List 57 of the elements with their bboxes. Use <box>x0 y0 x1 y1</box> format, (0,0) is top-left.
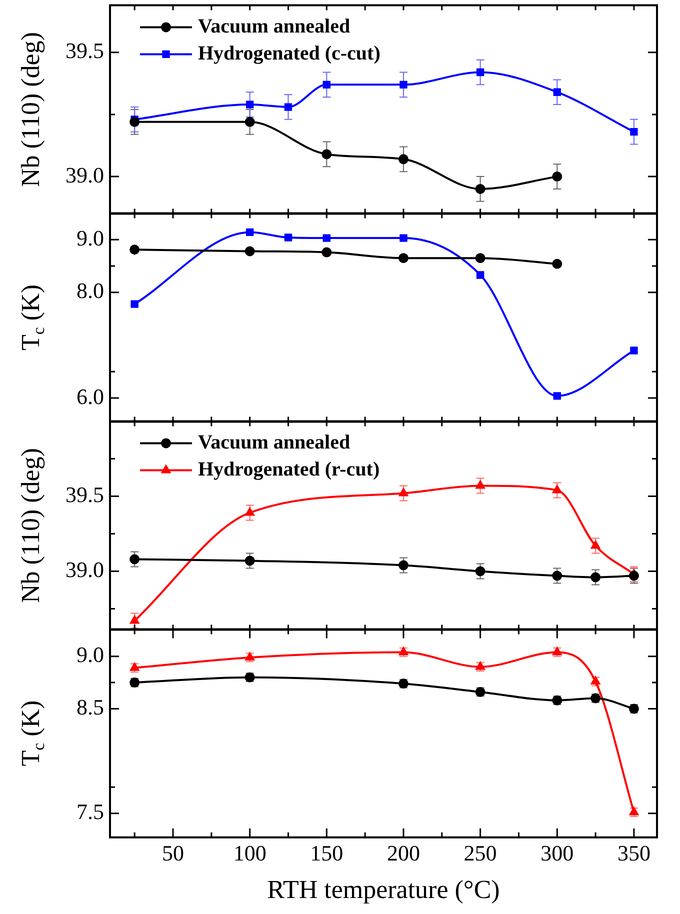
x-tick-label: 50 <box>162 840 184 866</box>
y-tick-label: 39.5 <box>66 482 104 508</box>
point <box>246 100 254 108</box>
point <box>553 88 561 96</box>
x-axis-title: RTH temperature (°C) <box>267 875 500 904</box>
legend-label: Hydrogenated (c-cut) <box>198 42 380 64</box>
y-tick-label: 39.0 <box>66 557 104 582</box>
y-axis-title: Tc (K) <box>16 700 48 766</box>
y-axis-title: Nb (110) (deg) <box>16 448 45 603</box>
point <box>130 554 140 564</box>
point <box>552 570 562 581</box>
point <box>591 540 600 549</box>
point <box>130 244 140 255</box>
point <box>284 103 292 111</box>
point <box>476 68 484 76</box>
x-tick-label: 200 <box>386 840 420 866</box>
y-tick-label: 6.0 <box>76 384 104 409</box>
point <box>322 80 330 88</box>
y-tick-label: 8.5 <box>76 694 104 720</box>
point <box>552 258 562 269</box>
y-tick-label: 8.0 <box>76 278 104 304</box>
point <box>322 247 332 258</box>
y-tick-label: 7.5 <box>76 799 104 824</box>
x-tick-label: 300 <box>540 840 574 866</box>
y-axis-title: Tc (K) <box>16 284 48 350</box>
point <box>244 246 255 256</box>
x-tick-label: 100 <box>233 840 266 866</box>
point <box>130 116 140 127</box>
point <box>552 485 562 494</box>
y-tick-label: 9.0 <box>76 225 104 250</box>
point <box>475 184 486 194</box>
point <box>399 488 408 496</box>
point <box>628 570 639 581</box>
point <box>322 149 332 160</box>
point <box>398 252 408 263</box>
point <box>476 480 485 489</box>
point <box>630 128 638 136</box>
legend-label: Vacuum annealed <box>198 431 350 454</box>
x-tick-label: 150 <box>310 840 344 866</box>
point <box>398 154 408 164</box>
point <box>475 252 486 263</box>
point <box>400 80 408 88</box>
point <box>475 566 486 576</box>
y-tick-label: 9.0 <box>76 642 104 668</box>
x-tick-label: 350 <box>617 840 650 866</box>
point <box>244 556 255 566</box>
point <box>244 116 255 127</box>
legend-label: Hydrogenated (r-cut) <box>198 458 380 480</box>
point <box>552 171 562 182</box>
y-axis-title: Nb (110) (deg) <box>16 32 45 187</box>
point <box>398 560 408 570</box>
point <box>590 572 601 582</box>
point <box>245 508 254 516</box>
legend-label: Vacuum annealed <box>198 15 350 38</box>
x-tick-label: 250 <box>464 840 497 866</box>
y-tick-label: 39.0 <box>66 162 104 188</box>
y-tick-label: 39.5 <box>66 38 104 63</box>
